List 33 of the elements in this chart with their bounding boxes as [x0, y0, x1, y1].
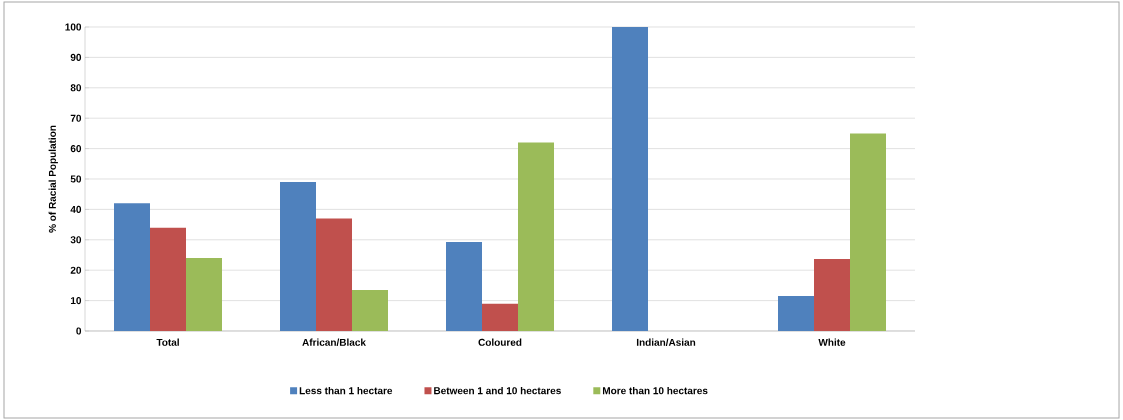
bar [518, 142, 555, 331]
legend-label: More than 10 hectares [602, 386, 708, 395]
bar [814, 258, 851, 331]
bar [612, 27, 649, 331]
y-tick-label: 40 [70, 205, 82, 213]
y-tick-label: 60 [70, 145, 82, 153]
legend-label: Less than 1 hectare [299, 386, 393, 395]
y-axis-title: % of Racial Population [48, 125, 58, 233]
bar [316, 218, 352, 331]
bar [280, 182, 316, 331]
y-tick-label: 50 [70, 175, 82, 183]
bar [446, 241, 483, 331]
x-tick-label: Indian/Asian [636, 338, 696, 346]
x-tick-label: White [818, 338, 846, 346]
legend-label: Between 1 and 10 hectares [434, 386, 561, 395]
bar [482, 303, 518, 331]
x-tick-label: African/Black [302, 338, 366, 346]
bar [150, 227, 186, 331]
bar [186, 258, 222, 331]
bar [114, 203, 150, 331]
y-tick-label: 100 [65, 23, 82, 31]
bar [352, 289, 389, 331]
y-tick-label: 80 [70, 84, 82, 92]
y-tick-label: 20 [70, 266, 82, 274]
x-tick-label: Coloured [478, 338, 522, 346]
y-tick-label: 70 [70, 114, 82, 122]
x-tick-label: Total [156, 338, 179, 346]
y-tick-label: 0 [76, 327, 82, 335]
bar [850, 133, 887, 331]
bar [778, 296, 815, 331]
y-tick-label: 10 [70, 297, 82, 305]
y-tick-label: 30 [70, 236, 82, 244]
y-tick-label: 90 [70, 53, 82, 61]
